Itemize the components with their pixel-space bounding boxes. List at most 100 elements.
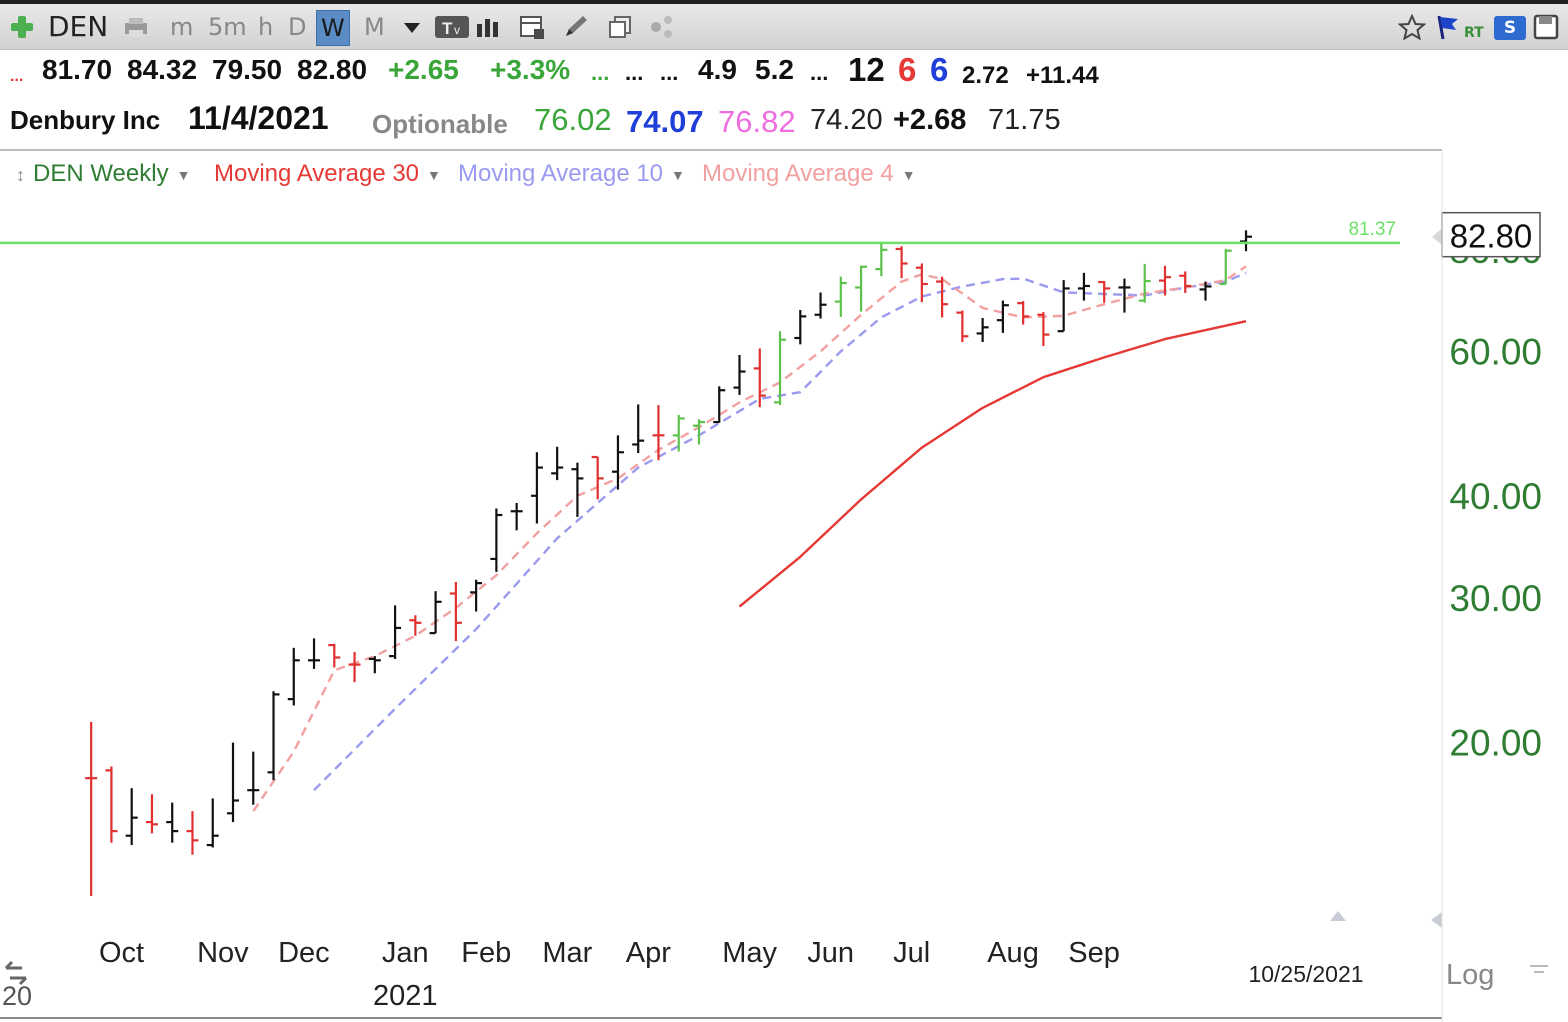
symbol-label[interactable]: DEN — [48, 10, 109, 43]
quote-count-1: 12 — [848, 51, 885, 88]
resize-icon[interactable]: ↕ — [16, 165, 25, 185]
ohlc-bar — [571, 462, 584, 517]
copy-icon[interactable] — [606, 14, 634, 40]
svg-text:T: T — [442, 19, 453, 38]
x-tick-label: Jan — [382, 937, 429, 969]
ohlc-bar — [449, 581, 462, 642]
ohlc-bar — [429, 591, 442, 635]
legend-ma10-label: Moving Average 10 — [458, 160, 664, 187]
ohlc-bar — [105, 766, 118, 843]
bar-chart-icon[interactable] — [474, 14, 502, 40]
ohlc-bar — [632, 404, 645, 454]
x-tick-label: Jun — [807, 937, 854, 969]
ohlc-bar — [1199, 281, 1212, 301]
ohlc-bar — [368, 656, 381, 674]
s-button[interactable]: S — [1494, 16, 1526, 40]
ohlc-bar — [1240, 230, 1253, 252]
ohlc-bar — [470, 579, 483, 612]
info-price-5: +2.68 — [893, 104, 967, 136]
legend-series[interactable]: ↕ DEN Weekly ▼ — [16, 160, 190, 192]
timeframe-month[interactable]: M — [364, 13, 385, 41]
x-tick-label: May — [722, 937, 777, 969]
ohlc-bar — [672, 414, 685, 452]
ohlc-bar — [328, 643, 341, 668]
quote-value-2: 5.2 — [755, 54, 794, 85]
quote-low: 79.50 — [212, 54, 283, 85]
ohlc-bar — [652, 405, 665, 461]
y-tick-label: 30.00 — [1449, 578, 1542, 619]
timeframe-5m[interactable]: 5m — [208, 13, 247, 41]
ohlc-bar — [834, 276, 847, 317]
ma4-line — [252, 265, 1247, 812]
ohlc-bar — [774, 331, 787, 406]
rt-label[interactable]: RT — [1464, 25, 1484, 41]
timeframe-1m[interactable]: m — [170, 13, 194, 41]
chevron-down-icon[interactable]: ▼ — [427, 166, 441, 183]
quote-lead-dots: ... — [10, 68, 24, 85]
quote-dots-4: ... — [810, 60, 829, 85]
last-price-pointer — [1432, 226, 1444, 247]
calendar-icon[interactable] — [518, 14, 546, 40]
y-tick-label: 40.00 — [1449, 476, 1542, 517]
chevron-down-icon[interactable]: ▼ — [901, 166, 916, 183]
legend-ma4[interactable]: Moving Average 4 ▼ — [702, 160, 916, 192]
ohlc-bar — [530, 452, 543, 524]
ohlc-bar — [1077, 272, 1090, 301]
legend-ma10[interactable]: Moving Average 10 ▼ — [458, 160, 685, 192]
flag-icon[interactable] — [1434, 14, 1462, 40]
x-tick-label: Apr — [626, 937, 671, 969]
timeframe-day[interactable]: D — [288, 13, 307, 41]
timeframe-week[interactable]: W — [316, 10, 350, 46]
quote-date: 11/4/2021 — [188, 100, 329, 136]
ohlc-bar — [125, 788, 138, 846]
ohlc-bar — [976, 317, 989, 343]
quote-change-pct: +3.3% — [490, 54, 571, 85]
pencil-icon[interactable] — [562, 14, 590, 40]
ohlc-bar — [206, 798, 219, 848]
ohlc-bar — [267, 691, 280, 781]
ohlc-bar — [145, 794, 158, 834]
quote-row: ... 81.70 84.32 79.50 82.80 +2.65 +3.3% … — [0, 51, 1200, 98]
ohlc-bar — [551, 446, 564, 481]
log-toggle[interactable]: Log — [1446, 959, 1494, 991]
ma30-line — [738, 320, 1247, 608]
x-tick-label: Aug — [987, 937, 1039, 969]
chevron-down-icon[interactable] — [398, 14, 426, 40]
svg-text:v: v — [454, 23, 460, 37]
timeframe-hour[interactable]: h — [258, 13, 274, 41]
info-price-4: 74.20 — [810, 104, 883, 136]
ohlc-bar — [713, 386, 726, 424]
ohlc-bar — [1098, 280, 1111, 303]
info-price-3: 76.82 — [718, 104, 796, 139]
save-icon[interactable] — [1532, 14, 1560, 40]
y-tick-label: 60.00 — [1449, 331, 1542, 372]
add-icon[interactable] — [8, 14, 36, 40]
print-icon[interactable] — [122, 14, 150, 40]
quote-dots-3: ... — [660, 60, 679, 85]
legend-ma30[interactable]: Moving Average 30 ▼ — [214, 160, 441, 192]
ohlc-bar — [85, 721, 98, 897]
ohlc-bar — [247, 751, 260, 805]
ohlc-bar — [1138, 263, 1151, 303]
header-divider — [0, 149, 1442, 151]
legend-ma30-label: Moving Average 30 — [214, 160, 420, 187]
quote-close: 82.80 — [297, 54, 368, 85]
ohlc-bar — [895, 246, 908, 279]
x-tick-label: Mar — [542, 937, 592, 969]
ohlc-bar — [1158, 265, 1171, 296]
last-price-label: 82.80 — [1450, 218, 1533, 255]
ohlc-bar — [1017, 301, 1030, 325]
ohlc-bar — [409, 615, 422, 636]
ma10-line — [313, 271, 1247, 792]
year-label: 2021 — [373, 980, 438, 1012]
ohlc-bar — [1037, 312, 1050, 347]
ohlc-bar — [915, 263, 928, 303]
scroll-left-icon — [1431, 912, 1442, 928]
chevron-down-icon[interactable]: ▼ — [671, 166, 685, 183]
star-icon[interactable] — [1398, 14, 1426, 40]
share-icon[interactable] — [648, 14, 676, 40]
chevron-down-icon[interactable]: ▼ — [176, 166, 191, 183]
